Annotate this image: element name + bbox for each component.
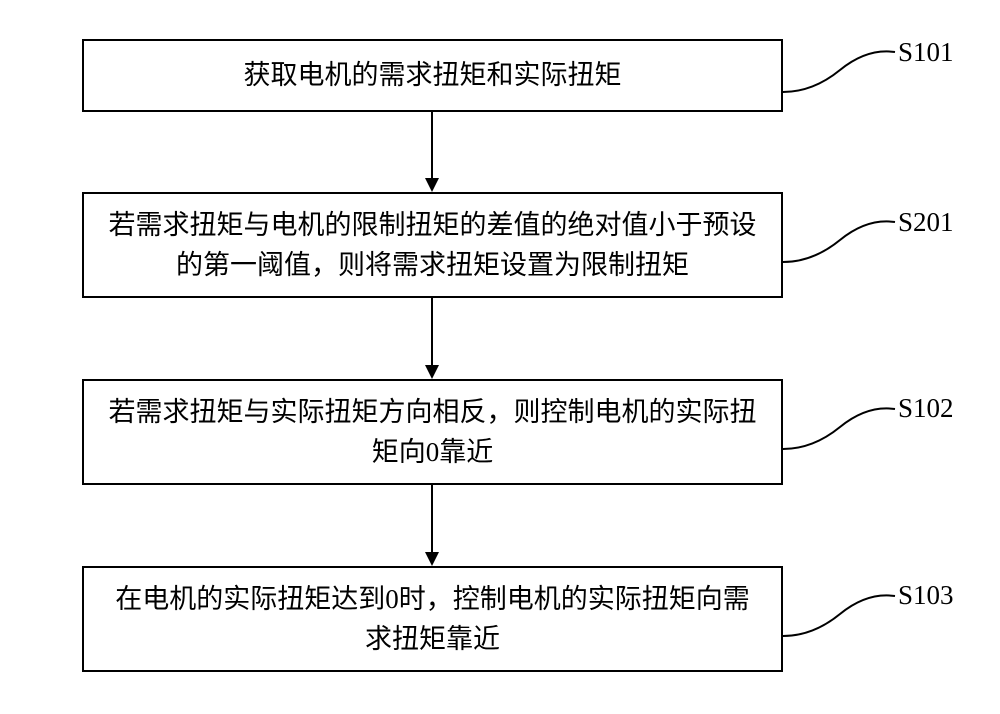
arrow-s102-s103 bbox=[422, 485, 442, 566]
flow-node-text: 若需求扭矩与实际扭矩方向相反，则控制电机的实际扭矩向0靠近 bbox=[104, 392, 761, 473]
label-connector-s101 bbox=[783, 48, 898, 98]
flow-node-s102: 若需求扭矩与实际扭矩方向相反，则控制电机的实际扭矩向0靠近 bbox=[82, 379, 783, 485]
step-label-s103: S103 bbox=[898, 580, 954, 611]
label-connector-s102 bbox=[783, 405, 898, 455]
step-label-s102: S102 bbox=[898, 393, 954, 424]
flow-node-text: 获取电机的需求扭矩和实际扭矩 bbox=[244, 55, 622, 96]
flow-node-s101: 获取电机的需求扭矩和实际扭矩 bbox=[82, 39, 783, 112]
step-label-s201: S201 bbox=[898, 207, 954, 238]
flow-node-text: 在电机的实际扭矩达到0时，控制电机的实际扭矩向需求扭矩靠近 bbox=[104, 579, 761, 660]
label-connector-s103 bbox=[783, 592, 898, 642]
arrow-s101-s201 bbox=[422, 112, 442, 192]
flow-node-text: 若需求扭矩与电机的限制扭矩的差值的绝对值小于预设的第一阈值，则将需求扭矩设置为限… bbox=[104, 205, 761, 286]
flow-node-s201: 若需求扭矩与电机的限制扭矩的差值的绝对值小于预设的第一阈值，则将需求扭矩设置为限… bbox=[82, 192, 783, 298]
label-connector-s201 bbox=[783, 218, 898, 268]
flowchart-canvas: 获取电机的需求扭矩和实际扭矩 S101 若需求扭矩与电机的限制扭矩的差值的绝对值… bbox=[0, 0, 1000, 714]
arrow-s201-s102 bbox=[422, 298, 442, 379]
flow-node-s103: 在电机的实际扭矩达到0时，控制电机的实际扭矩向需求扭矩靠近 bbox=[82, 566, 783, 672]
step-label-s101: S101 bbox=[898, 37, 954, 68]
